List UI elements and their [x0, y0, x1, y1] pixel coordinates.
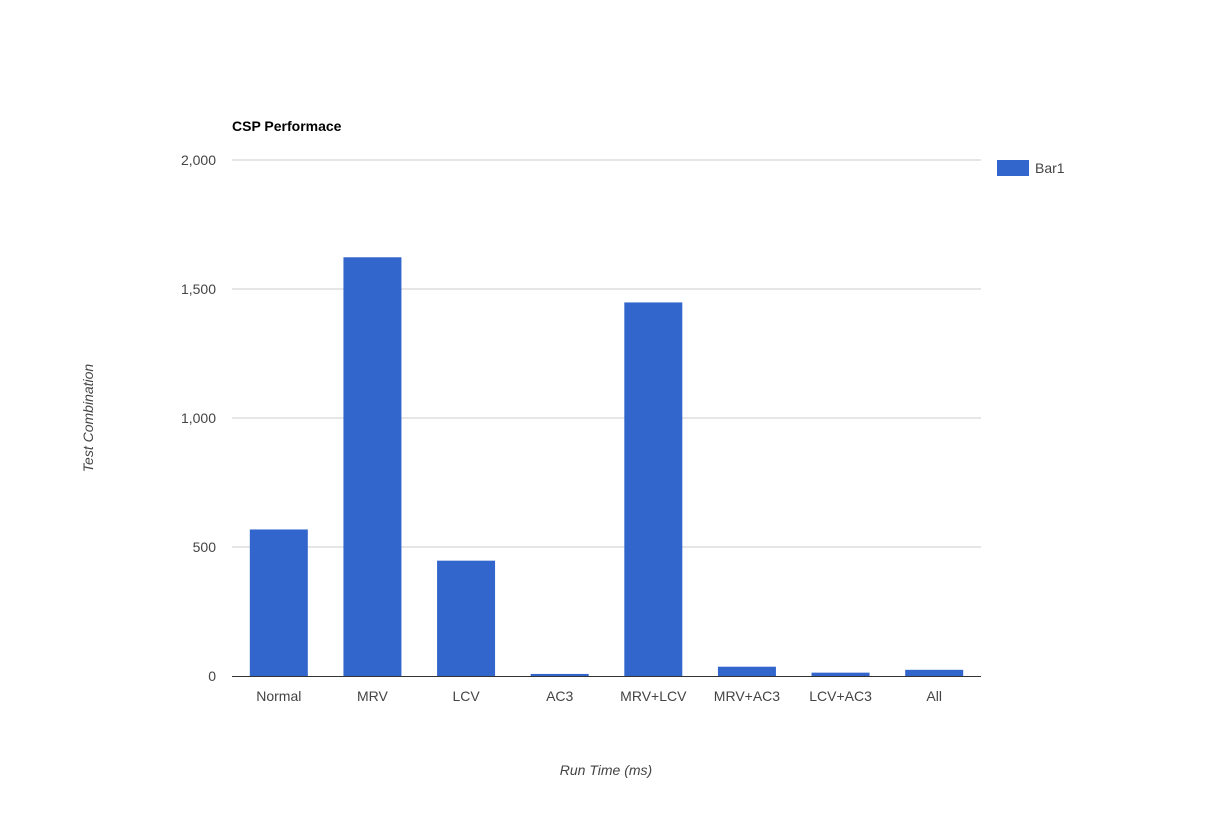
legend: Bar1 — [997, 160, 1065, 176]
bar — [717, 666, 776, 676]
bar — [905, 669, 964, 676]
bar — [624, 302, 683, 676]
bars — [249, 257, 964, 676]
x-tick-label: MRV — [357, 688, 389, 704]
legend-swatch — [997, 160, 1029, 176]
x-tick-label: Normal — [256, 688, 301, 704]
x-tick-label: All — [926, 688, 942, 704]
chart-title: CSP Performace — [232, 118, 342, 134]
y-tick-label: 500 — [193, 539, 217, 555]
x-tick-label: LCV — [452, 688, 480, 704]
bar — [811, 672, 870, 676]
x-axis-title: Run Time (ms) — [560, 762, 652, 778]
x-tick-label: MRV+LCV — [620, 688, 687, 704]
x-tick-label: LCV+AC3 — [809, 688, 872, 704]
bar — [343, 257, 402, 676]
y-tick-label: 1,000 — [181, 410, 216, 426]
x-tick-label: AC3 — [546, 688, 573, 704]
x-tick-label: MRV+AC3 — [714, 688, 780, 704]
bar — [437, 560, 496, 676]
y-axis-ticks: 0 500 1,000 1,500 2,000 — [181, 152, 216, 684]
y-tick-label: 0 — [208, 668, 216, 684]
bar — [249, 529, 308, 676]
bar — [530, 673, 589, 676]
y-axis-title: Test Combination — [80, 364, 96, 473]
legend-label: Bar1 — [1035, 160, 1065, 176]
x-axis-ticks: Normal MRV LCV AC3 MRV+LCV MRV+AC3 LCV+AC3 All — [256, 688, 942, 704]
y-tick-label: 2,000 — [181, 152, 216, 168]
y-tick-label: 1,500 — [181, 281, 216, 297]
